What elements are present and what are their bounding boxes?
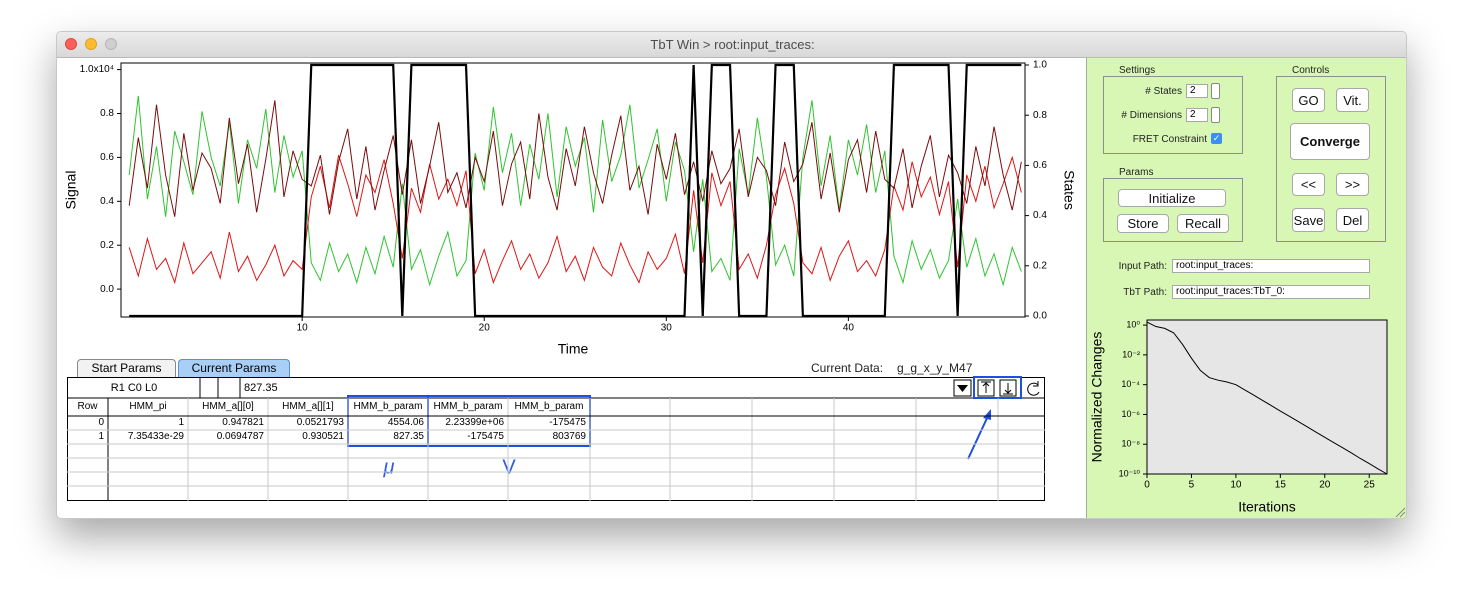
spinner[interactable] <box>1211 83 1220 99</box>
controls-group <box>1276 76 1386 242</box>
path-label: Input Path: <box>1118 261 1167 272</box>
close-button[interactable] <box>65 38 77 50</box>
path-field[interactable]: root:input_traces:TbT_0: <box>1172 285 1370 299</box>
current-data-value: g_g_x_y_M47 <box>897 361 973 375</box>
button[interactable]: Initialize <box>1118 189 1226 207</box>
table-cell[interactable]: 0 <box>98 417 104 428</box>
button[interactable]: Save <box>1292 208 1325 232</box>
path-field[interactable]: root:input_traces: <box>1172 259 1370 273</box>
group-title: Settings <box>1116 65 1159 76</box>
button[interactable]: GO <box>1292 88 1325 112</box>
group-title: Controls <box>1289 65 1333 76</box>
table-cell[interactable]: 827.35 <box>393 431 424 442</box>
settings-group <box>1103 76 1243 154</box>
button[interactable]: >> <box>1336 173 1369 196</box>
table-cell[interactable]: 1 <box>98 431 104 442</box>
params-group <box>1103 178 1243 242</box>
zoom-button[interactable] <box>105 38 117 50</box>
dims-input[interactable]: 2 <box>1186 108 1208 122</box>
checkbox[interactable]: ✓ <box>1211 133 1222 144</box>
column-header: HMM_pi <box>129 401 167 412</box>
table-cell[interactable]: -175475 <box>549 417 586 428</box>
table-cell[interactable]: 0.0694787 <box>216 431 264 442</box>
window-title: TbT Win > root:input_traces: <box>650 37 815 52</box>
tab-active[interactable]: Current Params <box>178 359 290 377</box>
field-label: # States <box>1145 86 1182 97</box>
button[interactable]: Vit. <box>1336 88 1369 112</box>
column-header: HMM_a[][0] <box>202 401 254 412</box>
column-header: HMM_b_param <box>353 401 423 412</box>
table-cell[interactable]: 2.23399e+06 <box>445 417 504 428</box>
current-data-label: Current Data: <box>811 361 884 375</box>
column-header: Row <box>77 401 98 412</box>
button[interactable]: Del <box>1336 208 1369 232</box>
button[interactable]: << <box>1292 173 1325 196</box>
column-header: HMM_a[][1] <box>282 401 334 412</box>
group-title: Params <box>1116 167 1157 178</box>
table-cell[interactable]: -175475 <box>467 431 504 442</box>
table-cell[interactable]: 0.0521793 <box>296 417 344 428</box>
title-bar: TbT Win > root:input_traces: <box>57 32 1406 58</box>
column-header: HMM_b_param <box>514 401 584 412</box>
minimize-button[interactable] <box>85 38 97 50</box>
states-input[interactable]: 2 <box>1186 84 1208 98</box>
tab[interactable]: Start Params <box>77 359 176 377</box>
path-label: TbT Path: <box>1123 287 1167 298</box>
table-cell[interactable]: 4554.06 <box>387 417 424 428</box>
field-label: # Dimensions <box>1121 110 1182 121</box>
table-cell[interactable]: 1 <box>178 417 184 428</box>
cell-label: R1 C0 L0 <box>110 382 158 394</box>
button[interactable]: Recall <box>1177 214 1229 233</box>
cell-value[interactable]: 827.35 <box>244 382 278 394</box>
table-cell[interactable]: 803769 <box>552 431 586 442</box>
button[interactable]: Store <box>1117 214 1169 233</box>
table-cell[interactable]: 7.35433e-29 <box>127 431 184 442</box>
spinner[interactable] <box>1211 107 1220 123</box>
table-cell[interactable]: 0.930521 <box>302 431 344 442</box>
checkbox-label: FRET Constraint <box>1132 134 1207 145</box>
column-header: HMM_b_param <box>433 401 503 412</box>
button[interactable]: Converge <box>1290 123 1370 160</box>
table-cell[interactable]: 0.947821 <box>222 417 264 428</box>
